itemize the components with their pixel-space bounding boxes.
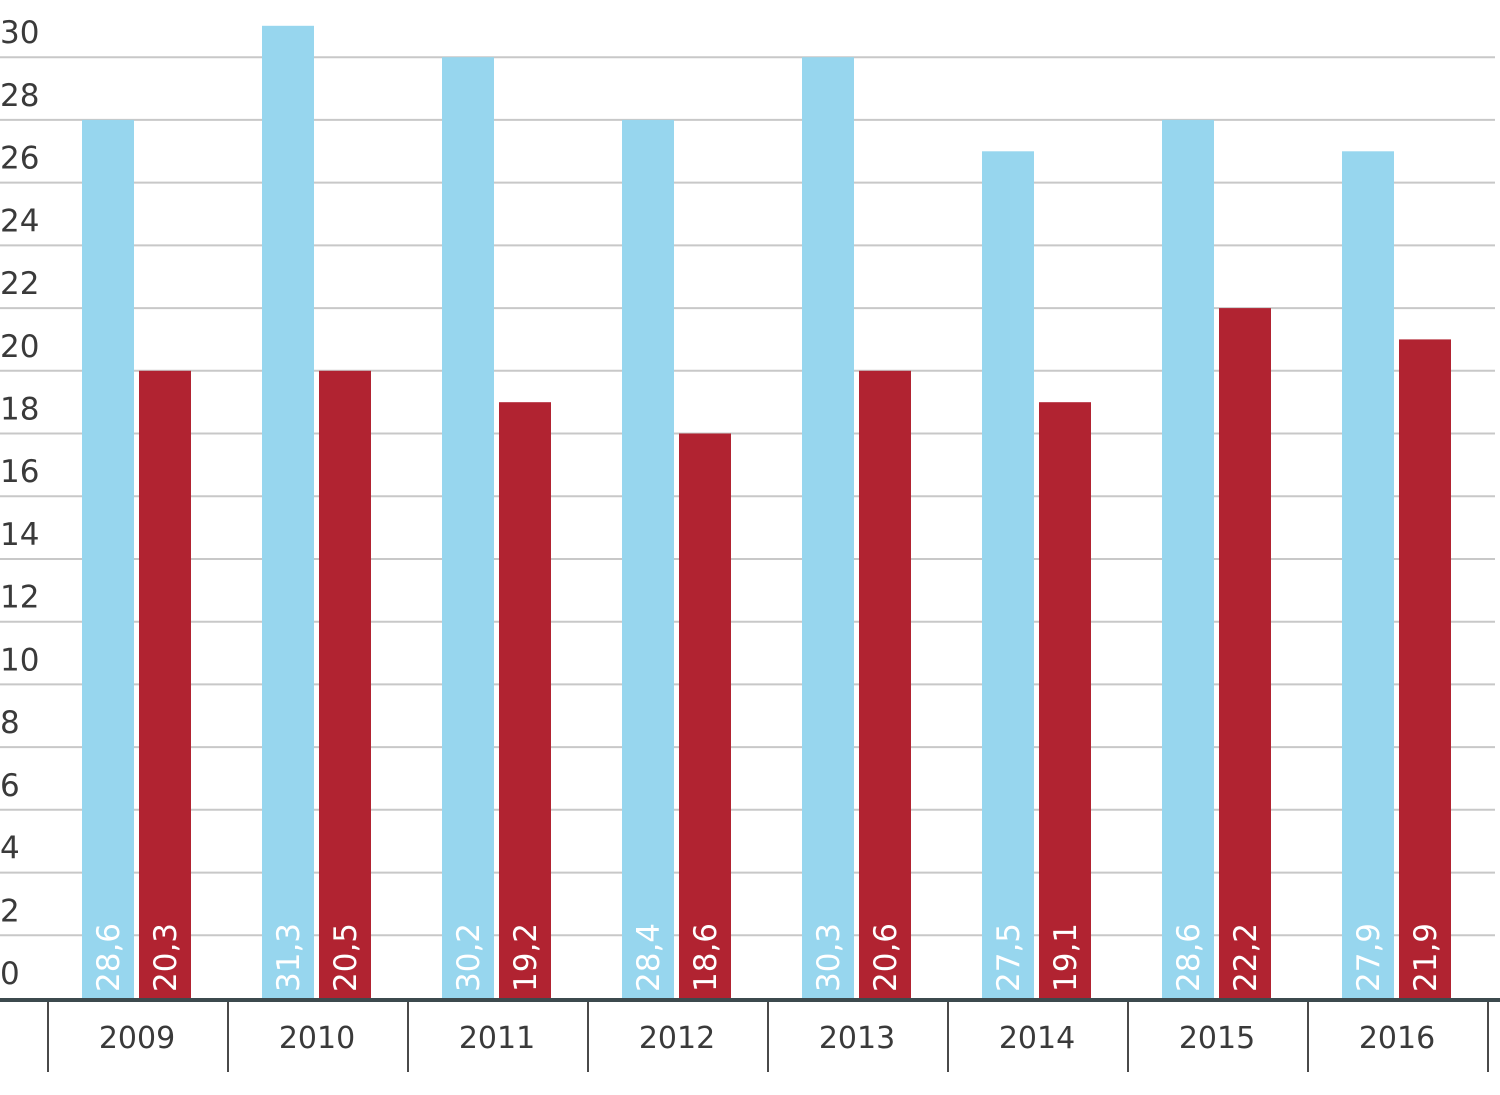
data-label: 20,5 <box>328 923 364 992</box>
y-tick-label: 0 <box>0 956 20 992</box>
bar <box>1342 151 1394 999</box>
bar <box>442 57 494 998</box>
bar <box>622 119 674 998</box>
data-labels: 28,6 20,3 31,3 20,5 30,2 19,2 28,4 18,6 30,3 20,6… <box>91 923 1444 992</box>
y-tick-label: 6 <box>0 768 20 804</box>
x-axis: 2009 2010 2011 2012 2013 2014 2015 2016 <box>47 1002 1489 1072</box>
y-tick-label: 26 <box>0 141 39 177</box>
y-tick-label: 12 <box>0 580 39 616</box>
gridlines <box>0 56 1495 937</box>
x-category-label: 2009 <box>99 1021 175 1056</box>
bar <box>1039 402 1091 998</box>
bar <box>319 370 371 998</box>
data-label: 27,9 <box>1351 923 1387 992</box>
y-tick-label: 8 <box>0 705 20 741</box>
bar <box>1219 308 1271 999</box>
data-label: 20,3 <box>148 923 184 992</box>
x-category-label: 2011 <box>459 1021 535 1056</box>
data-label: 22,2 <box>1228 923 1264 992</box>
bar <box>802 57 854 998</box>
data-label: 27,5 <box>991 923 1027 992</box>
bar <box>1162 119 1214 998</box>
y-tick-label: 2 <box>0 893 20 929</box>
bar <box>859 370 911 998</box>
x-category-label: 2014 <box>999 1021 1075 1056</box>
bar <box>679 433 731 998</box>
y-tick-label: 24 <box>0 203 39 239</box>
bar <box>1399 339 1451 998</box>
data-label: 28,6 <box>91 923 127 992</box>
x-category-label: 2013 <box>819 1021 895 1056</box>
bar <box>982 151 1034 999</box>
x-category-label: 2012 <box>639 1021 715 1056</box>
y-tick-label: 18 <box>0 392 39 428</box>
y-tick-label: 14 <box>0 517 39 553</box>
x-category-label: 2016 <box>1359 1021 1435 1056</box>
bar <box>82 119 134 998</box>
data-label: 30,3 <box>811 923 847 992</box>
x-category-label: 2015 <box>1179 1021 1255 1056</box>
data-label: 28,4 <box>631 923 667 992</box>
bar <box>499 402 551 998</box>
data-label: 20,6 <box>868 923 904 992</box>
y-tick-label: 30 <box>0 15 39 51</box>
y-tick-label: 28 <box>0 78 39 114</box>
data-label: 19,2 <box>508 923 544 992</box>
bars <box>82 25 1451 999</box>
data-label: 28,6 <box>1171 923 1207 992</box>
y-tick-label: 4 <box>0 831 20 867</box>
bar <box>139 370 191 998</box>
y-tick-label: 20 <box>0 329 39 365</box>
data-label: 31,3 <box>271 923 307 992</box>
data-label: 19,1 <box>1048 923 1084 992</box>
bar <box>262 25 314 999</box>
y-tick-label: 22 <box>0 266 39 302</box>
x-category-label: 2010 <box>279 1021 355 1056</box>
y-tick-label: 16 <box>0 454 39 490</box>
y-tick-label: 10 <box>0 642 39 678</box>
data-label: 30,2 <box>451 923 487 992</box>
data-label: 21,9 <box>1408 923 1444 992</box>
data-label: 18,6 <box>688 923 724 992</box>
